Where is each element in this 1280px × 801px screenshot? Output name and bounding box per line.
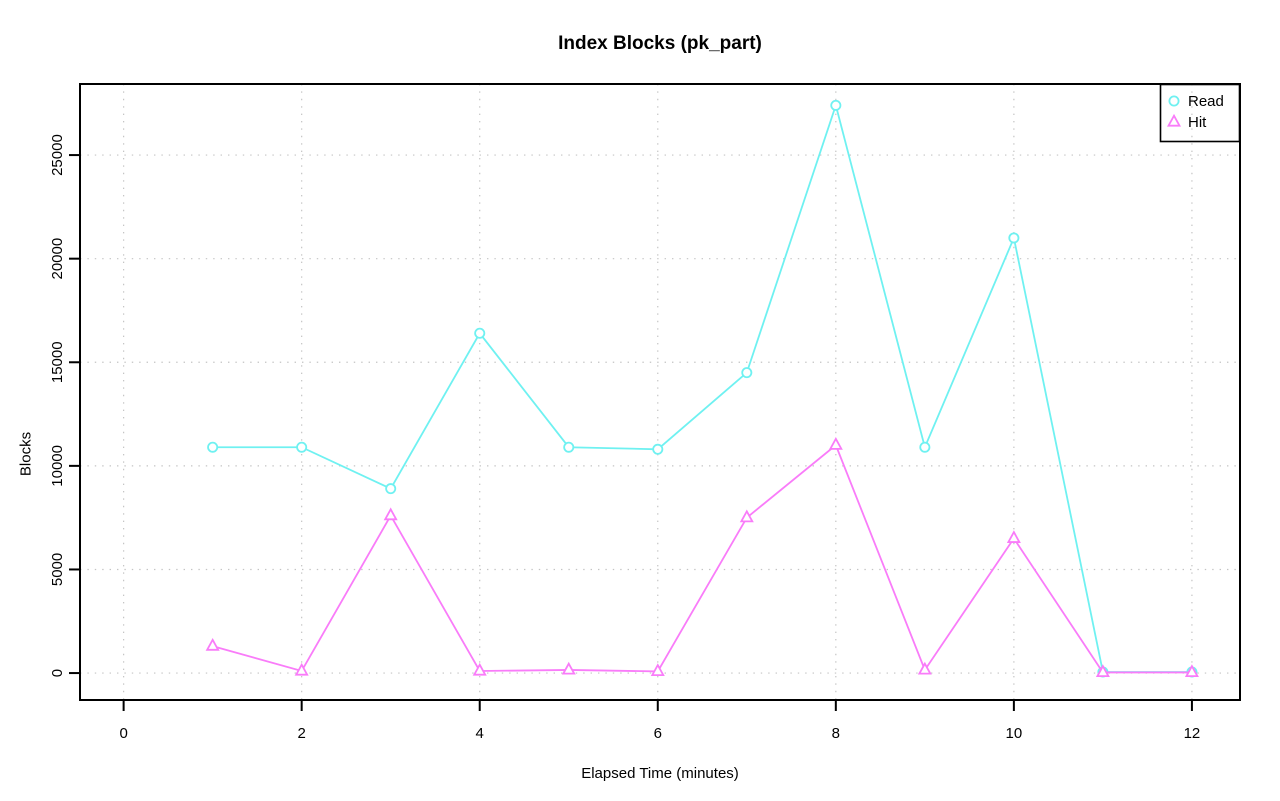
y-axis-tick-label: 10000 bbox=[49, 445, 66, 487]
x-axis-tick-label: 12 bbox=[1184, 725, 1201, 742]
series-hit-line bbox=[211, 443, 1193, 674]
series-read-marker bbox=[741, 367, 753, 379]
legend-label-hit: Hit bbox=[1188, 114, 1207, 131]
series-hit-marker bbox=[383, 507, 398, 521]
series-read-marker bbox=[652, 443, 664, 455]
legend-read-marker-icon bbox=[1168, 95, 1180, 107]
series-hit-marker bbox=[1006, 530, 1021, 543]
series-hit-marker bbox=[472, 662, 487, 676]
y-axis-tick-label: 20000 bbox=[49, 238, 66, 280]
series-hit-marker bbox=[294, 662, 309, 676]
series-read-marker bbox=[830, 99, 842, 111]
series-hit-marker bbox=[561, 661, 576, 675]
series-hit-marker bbox=[650, 663, 665, 677]
legend-box bbox=[1159, 83, 1241, 143]
y-axis-tick-label: 25000 bbox=[49, 134, 66, 176]
series-read-line bbox=[211, 102, 1193, 673]
series-read-marker bbox=[474, 327, 486, 339]
series-hit-marker bbox=[205, 637, 220, 651]
x-axis-tick-label: 2 bbox=[298, 725, 306, 742]
series-hit-marker bbox=[739, 509, 754, 523]
series-read-marker bbox=[385, 483, 397, 495]
series-hit-marker bbox=[917, 661, 932, 675]
x-axis-tick-label: 10 bbox=[1006, 725, 1023, 742]
series-read-marker bbox=[296, 441, 308, 453]
series-hit-marker bbox=[1184, 664, 1199, 678]
x-axis-tick-label: 8 bbox=[832, 725, 840, 742]
series-read-marker bbox=[563, 441, 575, 453]
y-axis-tick-label: 15000 bbox=[49, 341, 66, 383]
x-axis-tick-label: 0 bbox=[119, 725, 127, 742]
y-axis-tick-label: 0 bbox=[49, 669, 66, 677]
series-hit-marker bbox=[1095, 664, 1110, 678]
legend-label-read: Read bbox=[1188, 93, 1224, 110]
chart-title: Index Blocks (pk_part) bbox=[558, 33, 762, 54]
series-read-marker bbox=[1008, 232, 1020, 244]
y-axis-title: Blocks bbox=[17, 431, 35, 477]
plot-border bbox=[79, 83, 1241, 701]
x-axis-title: Elapsed Time (minutes) bbox=[581, 765, 739, 782]
x-axis-tick-label: 6 bbox=[654, 725, 662, 742]
x-axis-tick-label: 4 bbox=[476, 725, 484, 742]
series-hit-marker bbox=[828, 436, 843, 450]
legend-hit-marker-icon bbox=[1166, 113, 1182, 127]
series-read-marker bbox=[919, 441, 931, 453]
y-axis-tick-label: 5000 bbox=[49, 553, 66, 586]
series-read-marker bbox=[207, 441, 219, 453]
